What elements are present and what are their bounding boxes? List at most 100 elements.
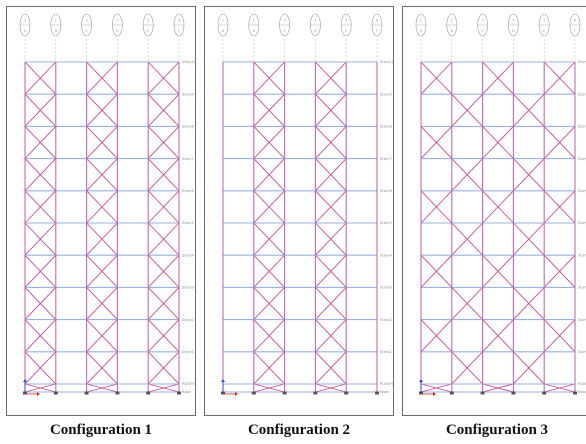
brace bbox=[147, 319, 180, 353]
grid-sublabel: A bbox=[222, 29, 225, 33]
brace bbox=[315, 351, 347, 385]
base-support bbox=[282, 391, 287, 395]
story-label: Story5 bbox=[380, 221, 392, 225]
grid-sublabel: B bbox=[451, 29, 454, 33]
brace bbox=[513, 158, 545, 192]
frame-elevation-config-2: 1 A 2 B 3 C 4 D 5 E 6 F Story10 Story9 Story8 Story7 Sto… bbox=[217, 13, 395, 396]
story-label: Story10 bbox=[380, 60, 395, 64]
brace bbox=[147, 254, 180, 288]
story-label: Story7 bbox=[380, 157, 392, 161]
grid-label: 2 bbox=[55, 19, 57, 23]
brace bbox=[315, 383, 347, 393]
brace bbox=[253, 222, 285, 256]
brace bbox=[543, 190, 576, 224]
grid-sublabel: D bbox=[512, 29, 515, 33]
story-label: Story1 bbox=[182, 350, 194, 354]
brace bbox=[24, 383, 56, 393]
brace bbox=[513, 222, 545, 256]
brace bbox=[86, 287, 118, 320]
story-label: Base bbox=[380, 390, 390, 394]
frame-panel-1: 1 A 2 B 3 C 4 D 5 E 6 F Story10 Story9 Story8 Story7 Sto… bbox=[6, 6, 197, 416]
story-label: Story8 bbox=[578, 125, 586, 129]
brace bbox=[420, 383, 452, 393]
brace bbox=[147, 190, 180, 224]
brace bbox=[420, 190, 453, 224]
grid-bubble bbox=[508, 13, 519, 37]
base-support bbox=[344, 391, 349, 395]
brace bbox=[451, 351, 483, 385]
grid-sublabel: B bbox=[253, 29, 256, 33]
brace bbox=[253, 254, 285, 288]
story-label: PLINTH bbox=[578, 382, 586, 386]
base-support bbox=[251, 391, 256, 395]
brace bbox=[24, 351, 57, 385]
brace bbox=[513, 93, 545, 127]
frame-panel-3: 1 A 2 B 3 C 4 D 5 E 6 F Story10 Story9 Story8 Story7 Sto… bbox=[402, 6, 586, 416]
base-support bbox=[542, 391, 547, 395]
story-label: Story5 bbox=[578, 221, 586, 225]
grid-label: 6 bbox=[376, 19, 378, 23]
axis-z-arrowhead bbox=[23, 379, 27, 382]
brace bbox=[147, 126, 180, 159]
story-label: Story6 bbox=[578, 189, 586, 193]
brace bbox=[315, 190, 347, 224]
brace bbox=[147, 93, 180, 127]
story-label: Story2 bbox=[380, 318, 392, 322]
grid-sublabel: F bbox=[574, 29, 576, 33]
story-label: Story6 bbox=[182, 189, 194, 193]
grid-sublabel: B bbox=[55, 29, 58, 33]
brace bbox=[147, 222, 180, 256]
brace bbox=[24, 287, 57, 320]
grid-sublabel: E bbox=[147, 29, 149, 33]
base-support bbox=[573, 391, 577, 395]
grid-label: 1 bbox=[24, 19, 26, 23]
base-support bbox=[480, 391, 485, 395]
story-label: Base bbox=[182, 390, 192, 394]
brace bbox=[24, 190, 57, 224]
story-label: Story3 bbox=[182, 286, 194, 290]
brace bbox=[451, 158, 483, 192]
brace bbox=[543, 319, 576, 353]
brace bbox=[451, 93, 483, 127]
brace bbox=[147, 158, 180, 192]
story-label: Story4 bbox=[578, 253, 586, 257]
grid-label: 6 bbox=[574, 19, 576, 23]
brace bbox=[24, 319, 57, 353]
caption-config-1: Configuration 1 bbox=[49, 422, 153, 438]
grid-label: 5 bbox=[543, 19, 545, 23]
grid-sublabel: F bbox=[178, 29, 180, 33]
story-label: Story7 bbox=[578, 157, 586, 161]
story-label: PLINTH bbox=[182, 382, 195, 386]
brace bbox=[513, 287, 545, 320]
story-label: Story3 bbox=[380, 286, 392, 290]
story-label: Story9 bbox=[578, 92, 586, 96]
brace bbox=[86, 351, 118, 385]
grid-sublabel: D bbox=[116, 29, 119, 33]
brace bbox=[420, 254, 453, 288]
axis-z-arrowhead bbox=[221, 379, 225, 382]
brace bbox=[86, 222, 118, 256]
grid-sublabel: C bbox=[481, 29, 484, 33]
story-label: Story9 bbox=[380, 92, 392, 96]
axis-x-arrowhead bbox=[37, 392, 40, 396]
brace bbox=[86, 319, 118, 353]
grid-label: 5 bbox=[345, 19, 347, 23]
story-label: Story8 bbox=[380, 125, 392, 129]
base-support bbox=[449, 391, 454, 395]
base-support bbox=[84, 391, 89, 395]
base-support bbox=[115, 391, 120, 395]
story-label: PLINTH bbox=[380, 382, 393, 386]
brace bbox=[24, 222, 57, 256]
brace bbox=[315, 319, 347, 353]
grid-sublabel: C bbox=[85, 29, 88, 33]
axis-x-arrowhead bbox=[433, 392, 436, 396]
grid-label: 2 bbox=[253, 19, 255, 23]
brace bbox=[253, 61, 285, 95]
story-label: Story7 bbox=[182, 157, 194, 161]
brace bbox=[24, 93, 57, 127]
brace bbox=[24, 61, 57, 95]
brace bbox=[253, 287, 285, 320]
grid-label: 4 bbox=[314, 19, 317, 23]
base-support bbox=[146, 391, 151, 395]
story-label: Story10 bbox=[578, 60, 586, 64]
